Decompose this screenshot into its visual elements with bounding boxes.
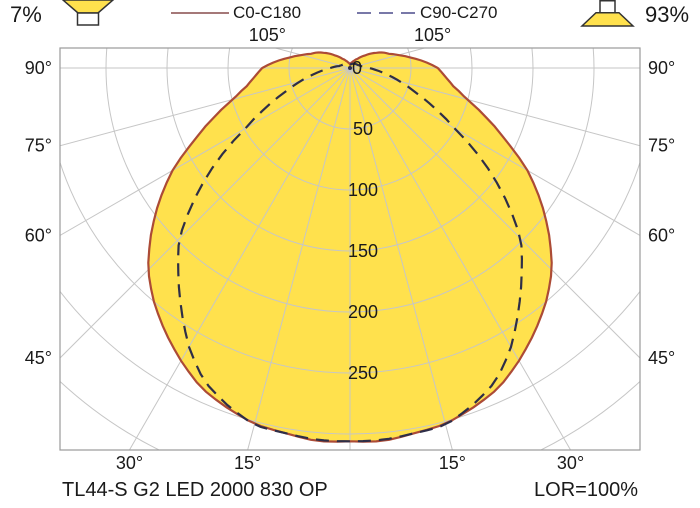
light-output-ratio: LOR=100% — [534, 479, 638, 501]
ring-label-150: 150 — [348, 241, 378, 261]
angle-line-75 — [60, 67, 351, 147]
angle-line-75 — [349, 67, 640, 147]
angle-line-15 — [349, 67, 453, 450]
angle-line-45 — [349, 67, 640, 359]
legend-label-c0-c180: C0-C180 — [233, 3, 302, 22]
angle-label-right-60: 60° — [648, 225, 675, 245]
luminaire-name: TL44-S G2 LED 2000 830 OP — [62, 479, 328, 501]
ring-label-100: 100 — [348, 180, 378, 200]
luminaire-downlight-icon — [580, 0, 635, 27]
angle-label-left-90: 90° — [25, 58, 52, 78]
upward-light-percentage: 7% — [10, 2, 42, 27]
angle-label-right-90: 90° — [648, 58, 675, 78]
plot-frame — [59, 47, 641, 451]
angle-line-45 — [60, 67, 351, 359]
angle-label-top-left-105: 105° — [249, 25, 286, 45]
angle-label-left-45: 45° — [25, 348, 52, 368]
angle-label-bottom-right-15: 15° — [439, 453, 466, 473]
angle-label-left-75: 75° — [25, 136, 52, 156]
angle-label-left-60: 60° — [25, 225, 52, 245]
luminaire-uplight-icon — [61, 0, 115, 26]
ring-label-200: 200 — [348, 302, 378, 322]
legend-label-c90-c270: C90-C270 — [420, 3, 498, 22]
ring-label-0: 0 — [352, 58, 362, 78]
angle-label-top-right-105: 105° — [414, 25, 451, 45]
ring-label-50: 50 — [353, 119, 373, 139]
angle-label-bottom-right-30: 30° — [557, 453, 584, 473]
curve-c90-c270 — [176, 62, 524, 443]
legend-dashed-swatch — [357, 12, 417, 14]
angle-line-60 — [60, 67, 351, 237]
angle-line-15 — [247, 67, 351, 450]
curve-c0-c180 — [147, 51, 553, 443]
angle-line-60 — [349, 67, 640, 237]
angle-label-right-45: 45° — [648, 348, 675, 368]
angle-line-30 — [349, 67, 572, 450]
angle-label-bottom-left-30: 30° — [116, 453, 143, 473]
angle-line-30 — [128, 67, 351, 450]
legend-solid-swatch — [171, 12, 229, 14]
angle-label-bottom-left-15: 15° — [234, 453, 261, 473]
angle-label-right-75: 75° — [648, 136, 675, 156]
downward-light-percentage: 93% — [645, 2, 690, 27]
ring-label-250: 250 — [348, 363, 378, 383]
polar-center-dot — [348, 66, 352, 70]
